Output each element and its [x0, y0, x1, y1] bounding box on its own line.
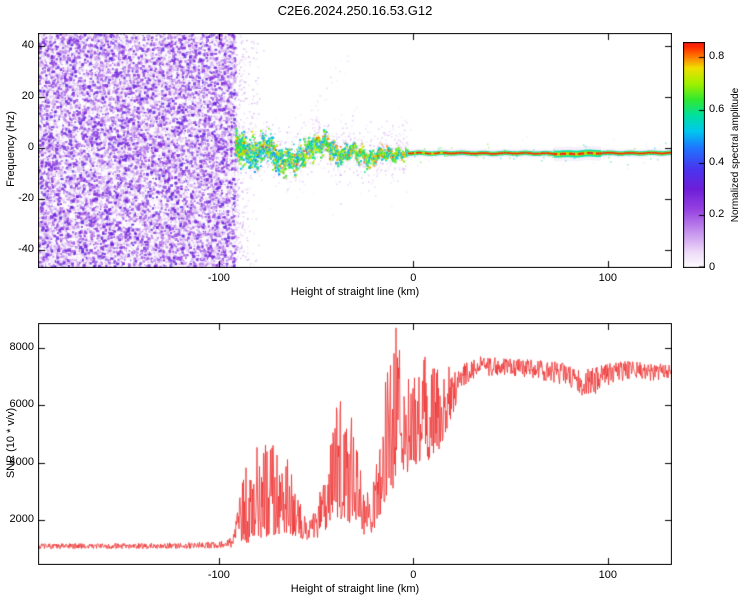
bottom-y-tick-label: 8000 [9, 340, 34, 353]
bottom-y-tick-label: 4000 [9, 455, 34, 468]
top-y-tick-label: 20 [21, 89, 34, 102]
top-y-tick-label: -40 [18, 243, 34, 256]
colorbar-tick-label: 0.6 [709, 102, 725, 115]
top-x-tick-label: 100 [598, 272, 617, 284]
snr-canvas [38, 323, 672, 565]
colorbar-tick-label: 0.2 [709, 208, 725, 221]
top-y-tick-label: 40 [21, 38, 34, 51]
top-y-tick-label: 0 [27, 140, 34, 153]
top-y-tick-label: -20 [18, 192, 34, 205]
bottom-y-tick-label: 6000 [9, 398, 34, 411]
top-x-axis-label: Height of straight line (km) [290, 286, 420, 298]
colorbar-tick-label: 0.4 [709, 155, 725, 168]
spectrogram-canvas [38, 33, 672, 268]
bottom-x-tick-label: -100 [207, 569, 230, 581]
figure-title: C2E6.2024.250.16.53.G12 [277, 3, 433, 18]
bottom-x-tick-label: 100 [598, 569, 617, 581]
colorbar-tick-label: 0 [709, 261, 716, 273]
colorbar-tick-label: 0.8 [709, 50, 725, 63]
bottom-x-tick-label: 0 [410, 569, 417, 581]
bottom-x-axis-label: Height of straight line (km) [290, 583, 420, 595]
top-x-tick-label: 0 [410, 272, 417, 284]
bottom-y-tick-label: 2000 [9, 513, 34, 526]
colorbar-canvas [683, 42, 705, 268]
top-x-tick-label: -100 [207, 272, 230, 284]
